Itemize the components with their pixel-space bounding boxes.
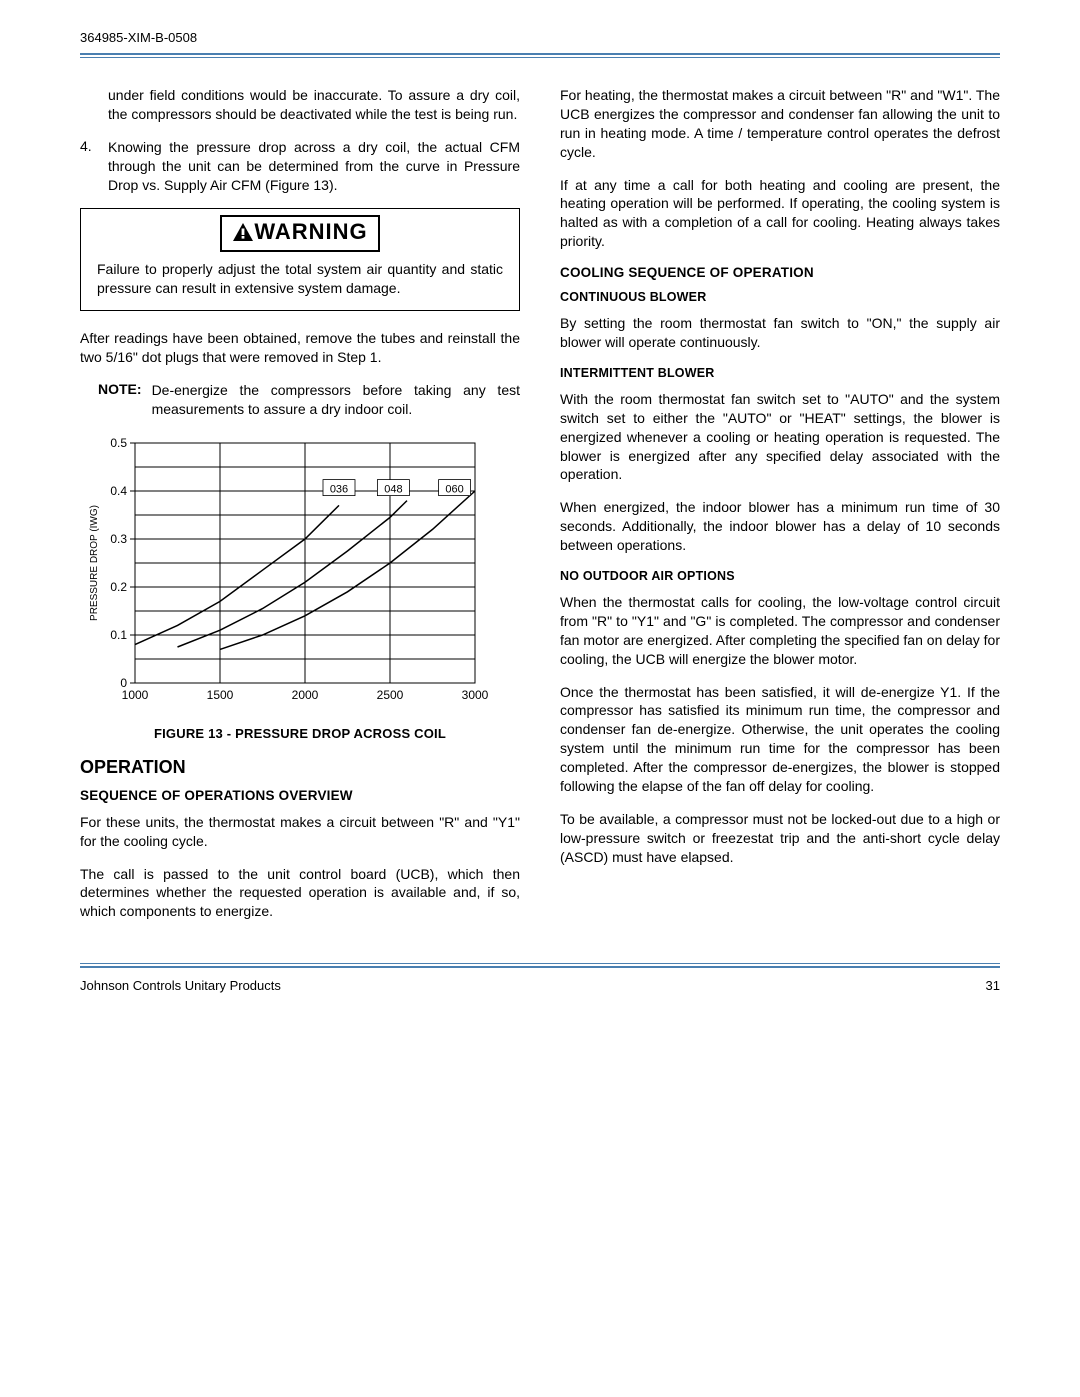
right-column: For heating, the thermostat makes a circ… (560, 86, 1000, 935)
warning-text: Failure to properly adjust the total sys… (81, 256, 519, 310)
svg-text:0.3: 0.3 (110, 532, 127, 546)
list-num-4: 4. (80, 138, 98, 195)
footer-left: Johnson Controls Unitary Products (80, 978, 281, 993)
para-heating-2: If at any time a call for both heating a… (560, 176, 1000, 252)
svg-text:3000: 3000 (462, 688, 489, 702)
figure-caption: FIGURE 13 - PRESSURE DROP ACROSS COIL (80, 726, 520, 741)
svg-text:0.2: 0.2 (110, 580, 127, 594)
list-item-4: 4. Knowing the pressure drop across a dr… (80, 138, 520, 195)
para-int-blower-1: With the room thermostat fan switch set … (560, 390, 1000, 484)
para-heating-1: For heating, the thermostat makes a circ… (560, 86, 1000, 162)
svg-text:0.4: 0.4 (110, 484, 127, 498)
note-text: De-energize the compressors before takin… (152, 381, 520, 419)
pressure-drop-chart: 1000 1500 2000 2500 3000 0 0.1 0.2 0.3 0.4 0.5 PRES… (80, 437, 490, 717)
para-no-outdoor-1: When the thermostat calls for cooling, t… (560, 593, 1000, 669)
svg-text:1500: 1500 (207, 688, 234, 702)
heading-cooling-seq: COOLING SEQUENCE OF OPERATION (560, 265, 1000, 280)
para-cont-blower: By setting the room thermostat fan switc… (560, 314, 1000, 352)
para-no-outdoor-3: To be available, a compressor must not b… (560, 810, 1000, 867)
footer-rule-thin (80, 963, 1000, 964)
para-no-outdoor-2: Once the thermostat has been satisfied, … (560, 683, 1000, 796)
para-after-warning: After readings have been obtained, remov… (80, 329, 520, 367)
svg-text:0.1: 0.1 (110, 628, 127, 642)
warning-label-wrap: WARNING (81, 209, 519, 256)
warning-triangle-icon (232, 222, 254, 248)
svg-text:PRESSURE DROP (IWG): PRESSURE DROP (IWG) (89, 505, 100, 621)
svg-text:0: 0 (120, 676, 127, 690)
page-footer: Johnson Controls Unitary Products 31 (80, 978, 1000, 993)
warning-word: WARNING (254, 219, 367, 244)
svg-text:0.5: 0.5 (110, 437, 127, 450)
svg-text:036: 036 (330, 483, 348, 495)
para-intro-cont: under field conditions would be inaccura… (108, 86, 520, 124)
heading-no-outdoor: NO OUTDOOR AIR OPTIONS (560, 569, 1000, 583)
svg-text:2000: 2000 (292, 688, 319, 702)
para-int-blower-2: When energized, the indoor blower has a … (560, 498, 1000, 555)
left-column: under field conditions would be inaccura… (80, 86, 520, 935)
svg-text:048: 048 (384, 483, 402, 495)
header-rule-thick (80, 53, 1000, 55)
content-columns: under field conditions would be inaccura… (80, 86, 1000, 935)
heading-continuous-blower: CONTINUOUS BLOWER (560, 290, 1000, 304)
warning-label: WARNING (220, 215, 379, 252)
heading-operation: OPERATION (80, 757, 520, 778)
svg-text:060: 060 (445, 483, 463, 495)
note-label: NOTE: (98, 381, 142, 419)
footer-rule-thick (80, 966, 1000, 968)
chart-figure-13: 1000 1500 2000 2500 3000 0 0.1 0.2 0.3 0.4 0.5 PRES… (80, 437, 520, 720)
heading-intermittent-blower: INTERMITTENT BLOWER (560, 366, 1000, 380)
list-text-4: Knowing the pressure drop across a dry c… (108, 138, 520, 195)
svg-text:2500: 2500 (377, 688, 404, 702)
doc-id: 364985-XIM-B-0508 (80, 30, 1000, 45)
svg-text:1000: 1000 (122, 688, 149, 702)
note-block: NOTE: De-energize the compressors before… (98, 381, 520, 419)
warning-box: WARNING Failure to properly adjust the t… (80, 208, 520, 311)
footer-page-number: 31 (986, 978, 1000, 993)
heading-seq-overview: SEQUENCE OF OPERATIONS OVERVIEW (80, 788, 520, 803)
para-seq-2: The call is passed to the unit control b… (80, 865, 520, 922)
header-rule-thin (80, 57, 1000, 58)
para-seq-1: For these units, the thermostat makes a … (80, 813, 520, 851)
